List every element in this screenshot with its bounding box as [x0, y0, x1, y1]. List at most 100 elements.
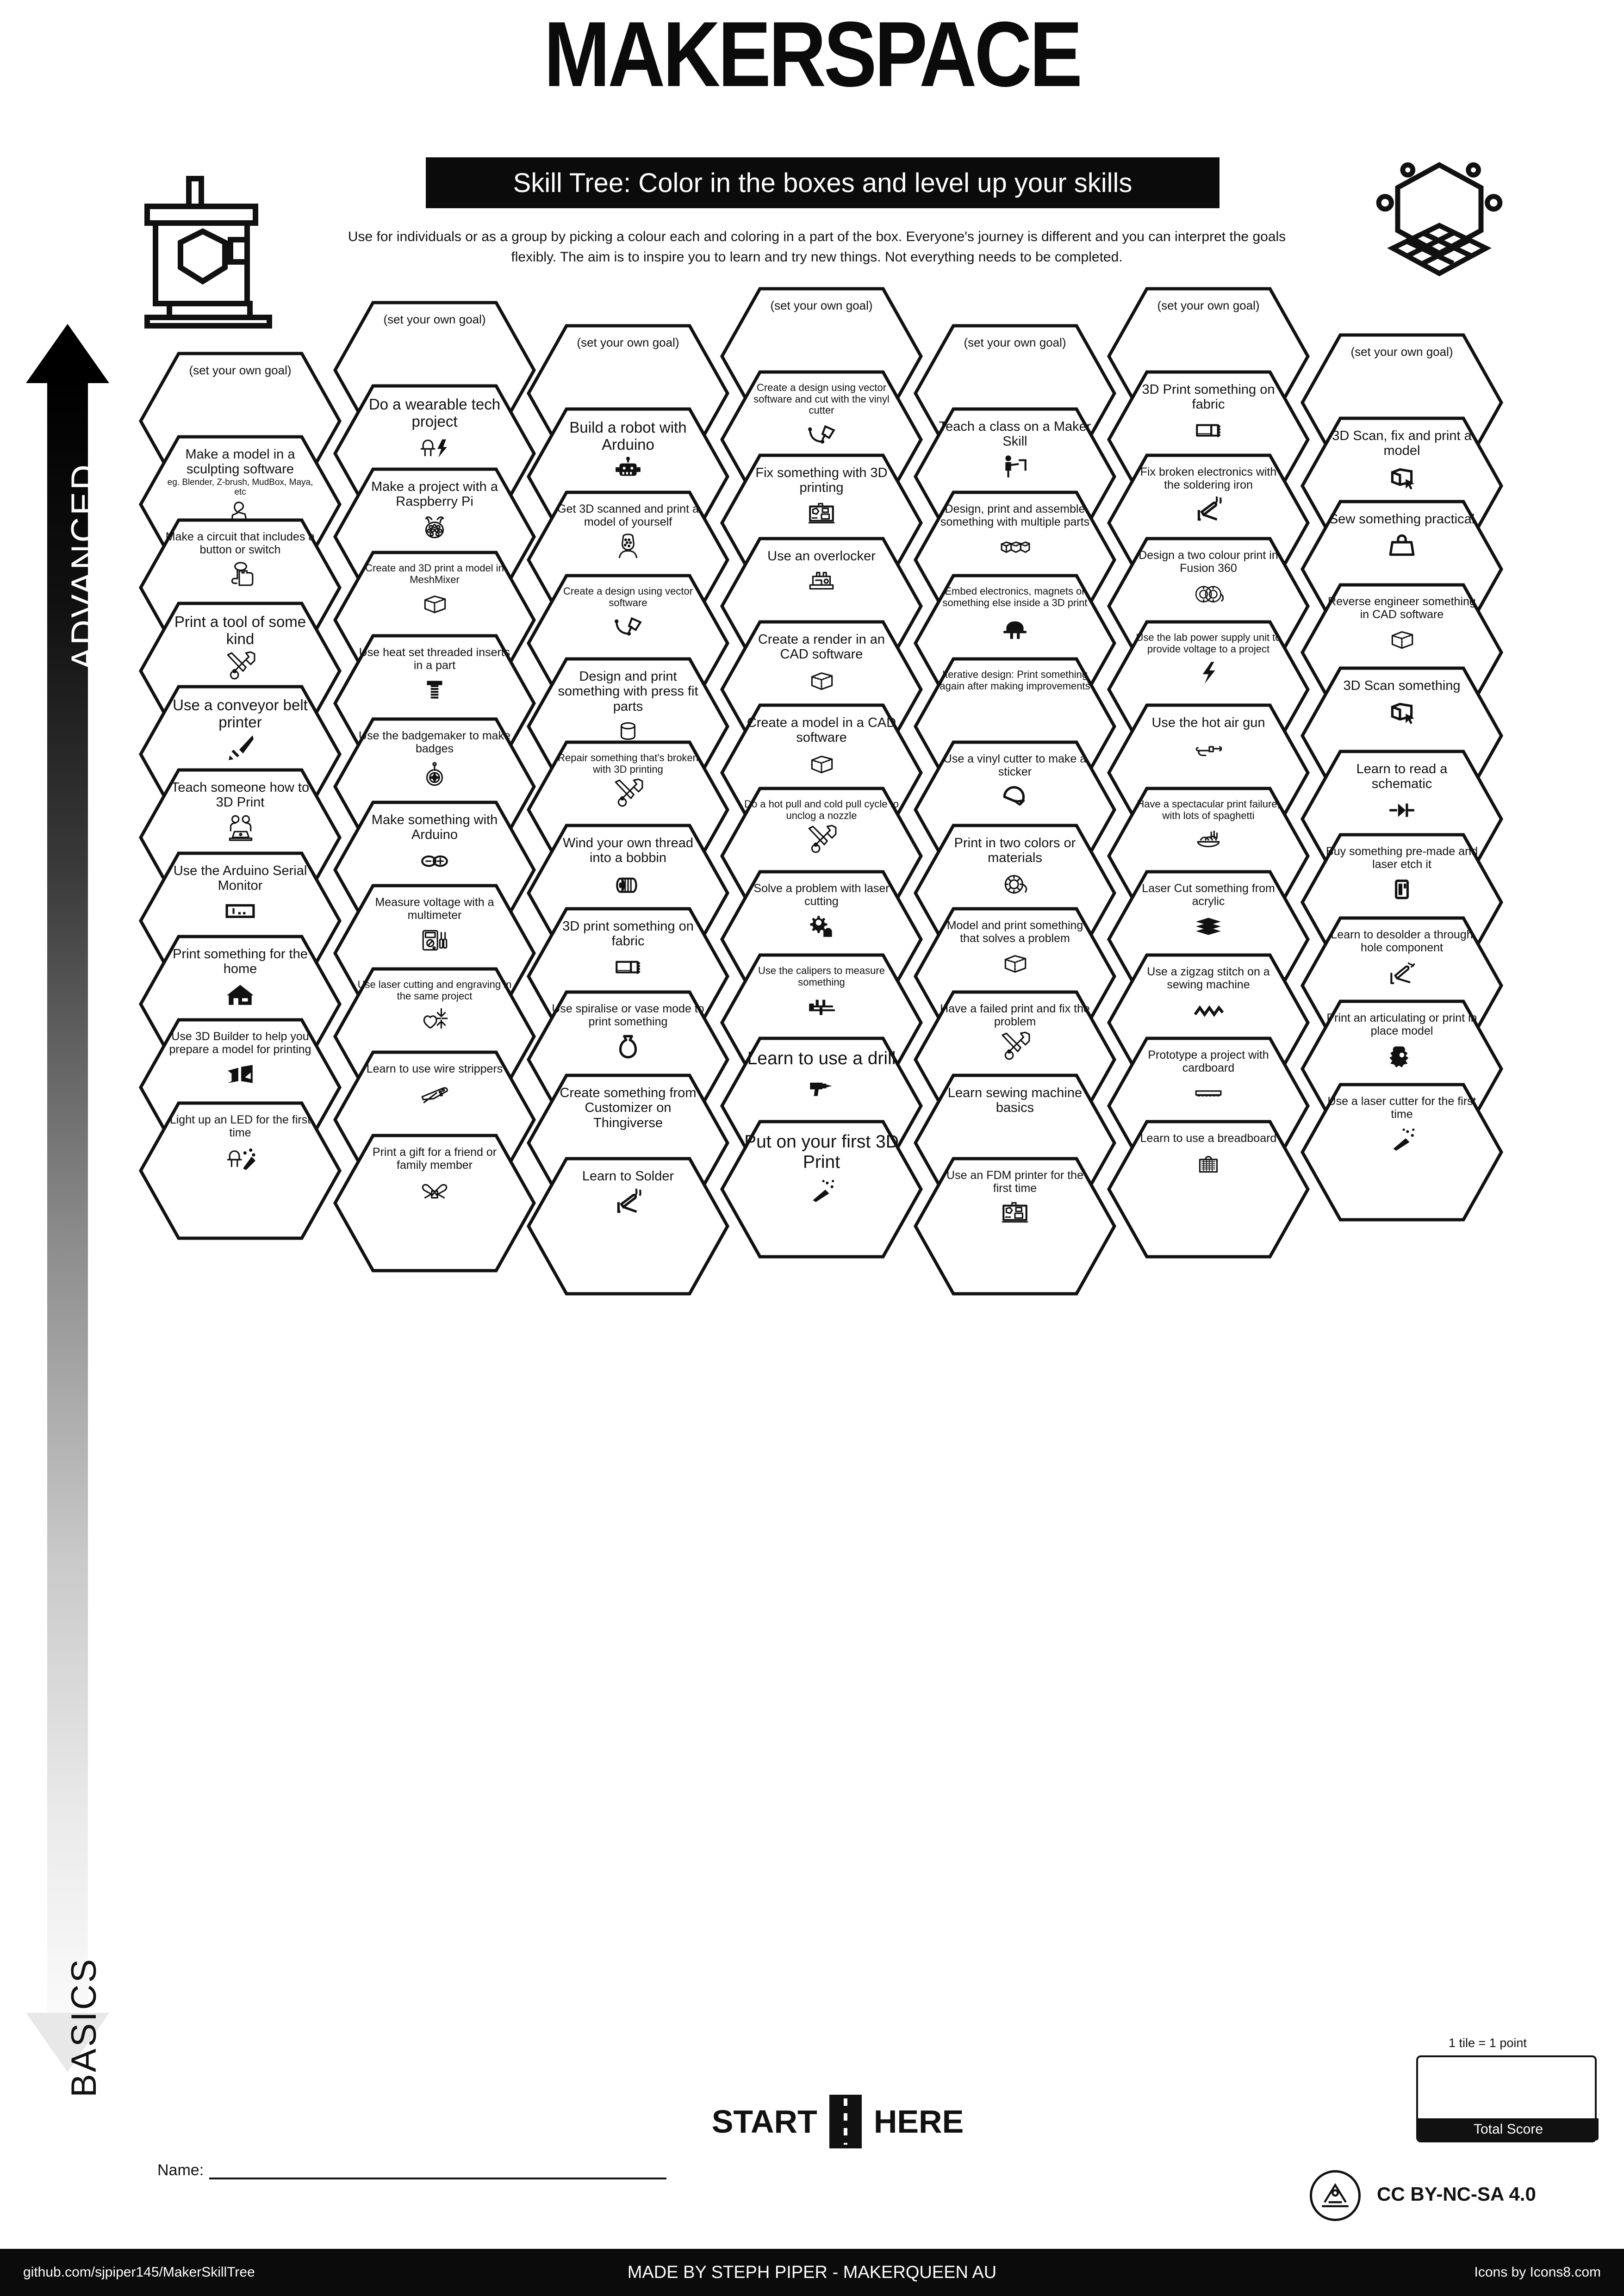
house-icon [225, 980, 255, 1009]
skill-tile-label: Model and print something that solves a … [946, 919, 1083, 945]
skill-tile-body: Use laser cutting and engraving in the s… [333, 967, 536, 1106]
skill-tile-subtext: eg. Blender, Z-brush, MudBox, Maya, etc [167, 477, 313, 497]
calipers-icon [806, 991, 837, 1020]
filament-spool-icon [1000, 869, 1030, 898]
name-label: Name: [157, 2161, 204, 2179]
skill-tile-body: Make a model in a sculpting software eg. … [139, 435, 342, 574]
fabric-icon [1193, 415, 1224, 445]
skill-tile-body: Make a circuit that includes a button or… [139, 518, 342, 657]
here-word: HERE [873, 2104, 964, 2140]
skill-tile-body: Wind your own thread into a bobbin [527, 824, 729, 962]
skill-tile-label: Use a laser cutter for the first time [1327, 1095, 1476, 1121]
skill-tile-body: Create a render in an CAD software [720, 620, 923, 759]
name-field[interactable]: Name: [157, 2152, 666, 2179]
skill-tile-label: Use the calipers to measure something [758, 965, 885, 988]
skill-tile-label: Solve a problem with laser cutting [753, 882, 890, 908]
skill-tile-label: (set your own goal) [1350, 345, 1453, 359]
skill-tile-label: Learn to use wire strippers [366, 1062, 503, 1075]
skill-tile[interactable]: Learn to use a breadboard [1107, 1120, 1310, 1259]
axis-arrow-up-icon [26, 324, 109, 383]
score-box: 1 tile = 1 point Total Score [1416, 2036, 1599, 2142]
skill-tile[interactable]: Learn to Solder [527, 1157, 729, 1296]
skill-tile-body: (set your own goal) [139, 352, 342, 490]
skill-tile-label: Design and print something with press fi… [558, 669, 698, 714]
soldering-iron-icon [613, 1186, 643, 1216]
footer-icon-credit[interactable]: Icons by Icons8.com [1474, 2265, 1601, 2280]
skill-tile-body: (set your own goal) [914, 324, 1116, 463]
3d-builder-icon [225, 1059, 255, 1088]
license-text: CC BY-NC-SA 4.0 [1377, 2183, 1536, 2205]
footer-credit: MADE BY STEPH PIPER - MAKERQUEEN AU [627, 2262, 997, 2282]
skill-tile-label: Create a design using vector software [563, 585, 693, 608]
skill-tile-body: Use an FDM printer for the first time [914, 1157, 1116, 1296]
skill-tile-body: Solve a problem with laser cutting [720, 870, 923, 1009]
axis-gradient-bar [47, 379, 88, 2017]
skill-tile[interactable]: Light up an LED for the first time [139, 1101, 342, 1240]
skill-tile-body: Laser Cut something from acrylic [1107, 870, 1310, 1009]
bolt-icon [1193, 658, 1224, 687]
scan-cursor-icon [1387, 696, 1417, 726]
skill-tile-body: Do a hot pull and cold pull cycle to unc… [720, 787, 923, 925]
skill-tile-label: Use 3D Builder to help you prepare a mod… [169, 1030, 311, 1056]
skill-tile-label: Create something from Customizer on Thin… [560, 1086, 697, 1130]
skill-tile-label: Reverse engineer something in CAD softwa… [1328, 595, 1476, 621]
skill-tile-label: Measure voltage with a multimeter [375, 896, 494, 922]
skill-tile-body: Print a gift for a friend or family memb… [333, 1134, 536, 1272]
name-input-rule[interactable] [209, 2161, 666, 2179]
skill-tile-body: Create something from Customizer on Thin… [527, 1074, 729, 1212]
skill-tile[interactable]: Use an FDM printer for the first time [914, 1157, 1116, 1296]
skill-tile-label: 3D Print something on fabric [1142, 382, 1275, 412]
skill-tile-label: Design, print and assemble something wit… [940, 503, 1090, 528]
total-score-input[interactable]: Total Score [1416, 2055, 1599, 2142]
skill-tile-body: Model and print something that solves a … [914, 907, 1116, 1046]
tile-point-note: 1 tile = 1 point [1449, 2036, 1527, 2050]
skill-tile-body: Embed electronics, magnets or something … [914, 574, 1116, 713]
skill-tile-label: Use heat set threaded inserts in a part [359, 646, 510, 672]
skill-tile[interactable]: Print a gift for a friend or family memb… [333, 1134, 536, 1272]
cylinder-icon [613, 717, 643, 746]
three-cubes-icon [1000, 531, 1030, 561]
skill-tile-label: Print a tool of some kind [174, 613, 306, 647]
dashed-cube-icon [806, 665, 837, 695]
skill-tile-body: Iterative design: Print something again … [914, 657, 1116, 796]
skill-tile-body: Design, print and assemble something wit… [914, 490, 1116, 629]
difficulty-axis: ADVANCED BASICS [19, 324, 112, 2097]
skill-tile-label: Repair something that's broken with 3D p… [558, 752, 698, 775]
teacher-icon [1000, 452, 1030, 482]
intro-paragraph: Use for individuals or as a group by pic… [348, 229, 1286, 265]
subtitle-text: Skill Tree: Color in the boxes and level… [513, 168, 1132, 198]
fdm-printer-icon [1000, 1198, 1030, 1227]
skill-tile-body: Have a spectacular print failure, with l… [1107, 787, 1310, 925]
dashed-cube-icon [806, 748, 837, 778]
skill-tile-label: Fix something with 3D printing [755, 465, 888, 496]
skill-tile-label: (set your own goal) [964, 335, 1066, 349]
skill-tile-label: Use an overlocker [767, 549, 876, 564]
skill-tile-label: Teach a class on a Maker Skill [939, 419, 1091, 449]
skill-tile[interactable]: Put on your first 3D Print [720, 1120, 923, 1259]
skill-tile-label: Sew something practical [1329, 512, 1475, 527]
skill-tile-body: Learn to use wire strippers [333, 1050, 536, 1189]
skill-tile-body: Print a tool of some kind [139, 602, 342, 740]
skill-tile-label: Create a design using vector software an… [753, 382, 890, 416]
skill-tile-label: (set your own goal) [383, 312, 486, 326]
skill-tile-label: Get 3D scanned and print a model of your… [557, 503, 699, 528]
led-party-icon [225, 1142, 255, 1172]
skill-tile-label: Use the hot air gun [1151, 715, 1265, 730]
articulating-icon [1387, 1040, 1417, 1070]
3d-cube-icon [1370, 157, 1509, 298]
wire-strippers-icon [419, 1078, 450, 1108]
skill-tile-body: Use a laser cutter for the first time [1300, 1083, 1503, 1222]
led-bolt-icon [419, 433, 450, 463]
skill-tile[interactable]: Use a laser cutter for the first time [1300, 1083, 1503, 1222]
skill-tile-label: Laser Cut something from acrylic [1142, 882, 1275, 908]
skill-tile-body: (set your own goal) [527, 324, 729, 463]
skill-tile-body: Print something for the home [139, 935, 342, 1074]
skill-tile-label: Wind your own thread into a bobbin [562, 836, 694, 866]
gear-hand-icon [806, 911, 837, 940]
footer-repo-link[interactable]: github.com/sjpiper145/MakerSkillTree [23, 2265, 255, 2280]
scan-cursor-icon [1387, 461, 1417, 491]
skill-tile-body: Use a conveyor belt printer [139, 685, 342, 824]
skill-tile-label: Iterative design: Print something again … [940, 669, 1090, 692]
skill-tile-label: Learn to Solder [582, 1169, 674, 1184]
skill-tile-body: Use the lab power supply unit to provide… [1107, 620, 1310, 759]
